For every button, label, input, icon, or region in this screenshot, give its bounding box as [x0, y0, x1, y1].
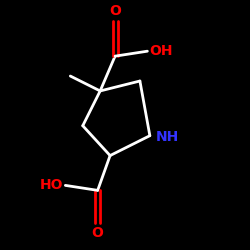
Text: NH: NH [156, 130, 179, 144]
Text: O: O [109, 4, 121, 18]
Text: OH: OH [149, 44, 173, 58]
Text: O: O [92, 226, 104, 240]
Text: HO: HO [40, 178, 63, 192]
